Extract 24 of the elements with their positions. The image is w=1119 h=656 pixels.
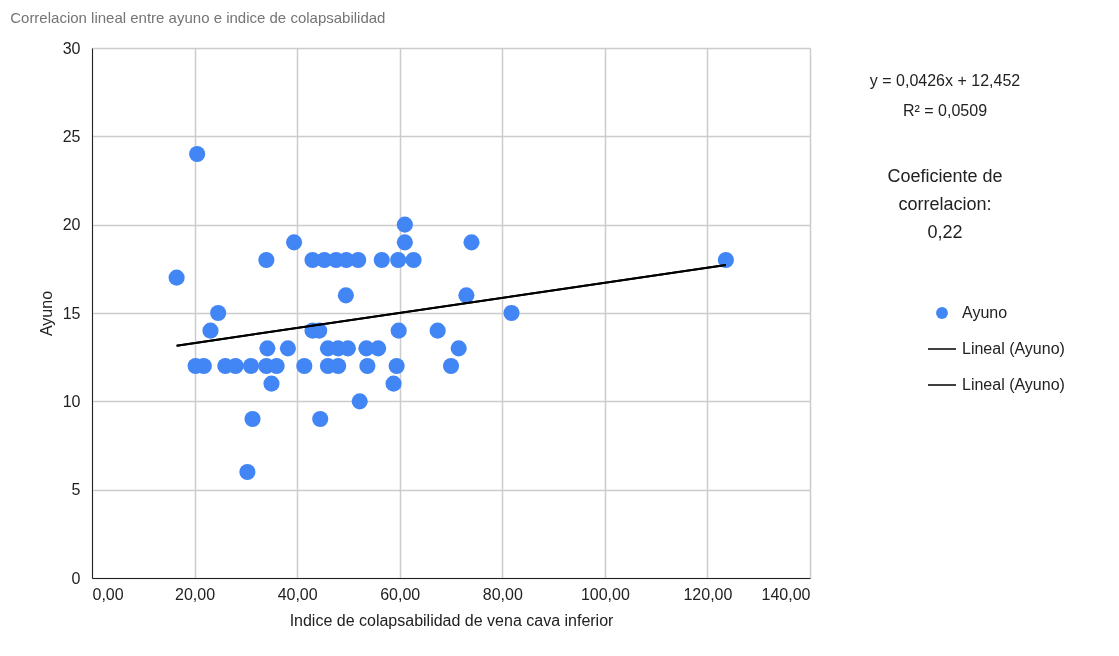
y-tick-label: 20: [62, 216, 81, 234]
text: R² = 0,0509: [902, 102, 988, 119]
x-tick-label: 20,00: [175, 585, 216, 603]
x-tick-label: 140,00: [761, 585, 811, 603]
y-axis-title: Ayuno: [37, 290, 55, 337]
x-tick-label: 0,00: [92, 585, 124, 603]
chart-title: Correlacion lineal entre ayuno e indice de colapsabilidad: [10, 9, 386, 26]
y-tick-label: 30: [62, 39, 81, 57]
legend-label: Lineal (Ayuno): [962, 376, 1065, 393]
x-tick-label: 100,00: [580, 585, 630, 603]
y-tick-label: 0: [71, 569, 81, 587]
y-tick-label: 10: [62, 392, 81, 410]
legend-label: Ayuno: [962, 304, 1008, 321]
x-axis-title: Indice de colapsabilidad de vena cava inferior: [289, 611, 615, 629]
x-tick-label: 40,00: [277, 585, 318, 603]
x-tick-label: 80,00: [482, 585, 523, 603]
x-tick-label: 120,00: [683, 585, 733, 603]
y-tick-label: 15: [62, 304, 81, 322]
x-tick-label: 60,00: [380, 585, 421, 603]
text: y = 0,0426x + 12,452: [869, 72, 1021, 89]
y-tick-label: 25: [62, 127, 81, 145]
legend-label: Lineal (Ayuno): [962, 340, 1065, 357]
text: Coeficiente de correlacion: 0,22: [887, 166, 1003, 242]
y-tick-label: 5: [71, 481, 81, 499]
